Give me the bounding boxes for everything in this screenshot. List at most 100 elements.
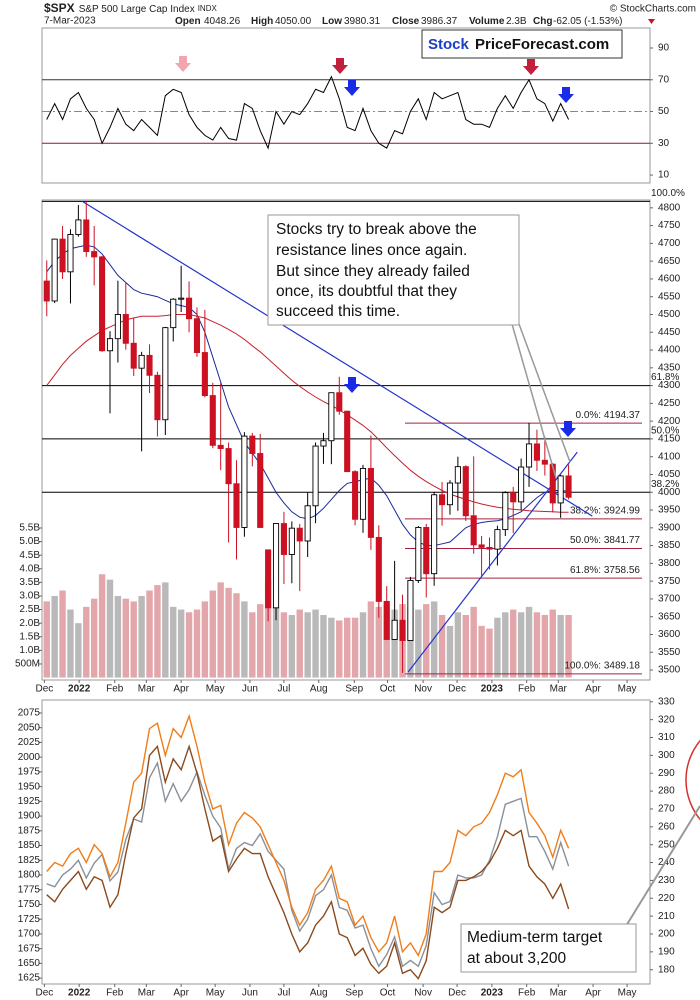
annotation-line: Stocks try to break above the: [276, 221, 477, 238]
candle-body: [217, 444, 224, 449]
y-left-tick-label: 1875: [18, 825, 41, 836]
stat-label: Close: [392, 16, 420, 27]
candle-body: [359, 467, 367, 520]
volume-bar: [470, 606, 477, 678]
candle-body: [233, 483, 240, 528]
y-tick-label: 90: [658, 43, 670, 54]
candle-body: [154, 374, 161, 421]
candle-body: [383, 600, 390, 640]
volume-bar: [249, 612, 256, 678]
series-line: [46, 744, 570, 980]
x-tick-label: Apr: [173, 684, 189, 695]
volume-bar: [557, 615, 564, 678]
y-left-tick-label: 2000: [18, 752, 41, 763]
x-tick-label: Mar: [550, 988, 568, 999]
volume-bar: [264, 579, 272, 678]
y-left-tick-label: 1650: [18, 958, 41, 969]
x-tick-label: Feb: [106, 988, 124, 999]
y-tick-label: 3800: [658, 558, 681, 569]
volume-bar: [257, 604, 264, 678]
volume-bar: [478, 625, 485, 678]
candle-body: [312, 445, 319, 507]
x-tick-label: Mar: [138, 684, 156, 695]
y-left-tick-label: 4.0B: [19, 563, 40, 574]
volume-bar: [90, 598, 98, 678]
y-tick-label: 70: [658, 74, 670, 85]
candle-body: [439, 494, 446, 506]
candle-body: [75, 219, 82, 235]
y-tick-label: 180: [658, 964, 675, 975]
x-tick-label: Dec: [448, 988, 466, 999]
volume-bar: [170, 606, 177, 678]
trendline: [82, 200, 593, 517]
fib-label: 61.8%: 3758.56: [570, 565, 640, 576]
y-tick-label: 250: [658, 839, 675, 850]
y-tick-label: 3950: [658, 505, 681, 516]
x-tick-label: Apr: [585, 684, 601, 695]
candle-body: [43, 280, 50, 302]
volume-bar: [138, 595, 145, 678]
y-left-tick-label: 1800: [18, 870, 41, 881]
y-tick-label: 10: [658, 170, 670, 181]
annotation-line: at about 3,200: [467, 950, 566, 967]
moving-average: [46, 314, 569, 513]
stat-label: Open: [175, 16, 201, 27]
y-left-tick-label: 1825: [18, 855, 41, 866]
panel-frame: [41, 199, 651, 681]
y-tick-label: 3500: [658, 665, 681, 676]
x-tick-label: Dec: [448, 684, 466, 695]
stat-value: 2.3B: [506, 16, 527, 27]
trendline: [407, 451, 578, 673]
volume-bar: [225, 587, 232, 678]
candle-body: [549, 463, 556, 504]
volume-bar: [201, 601, 209, 678]
stat-label: Chg: [533, 16, 552, 27]
volume-bar: [304, 612, 311, 678]
y-tick-label: 210: [658, 911, 675, 922]
candle-body: [336, 392, 343, 412]
candle-body: [541, 459, 548, 465]
x-tick-label: 2022: [68, 988, 91, 999]
y-tick-label: 3850: [658, 540, 681, 551]
candle-body: [304, 505, 311, 542]
rsi-panel: 10 30 50 70 90: [41, 27, 670, 184]
y-tick-label: 4100: [658, 451, 681, 462]
y-left-tick-label: 1850: [18, 840, 41, 851]
candle-body: [296, 527, 303, 542]
candle-body: [344, 410, 351, 473]
y-tick-label: 310: [658, 732, 675, 743]
candle-body: [375, 536, 382, 602]
volume-bar: [75, 623, 82, 678]
volume-bar: [510, 609, 517, 678]
annotation-line: But since they already failed: [276, 263, 470, 280]
x-tick-label: Jul: [278, 684, 291, 695]
candle-body: [510, 492, 517, 503]
volume-bar: [359, 612, 367, 678]
y-tick-label: 3700: [658, 594, 681, 605]
x-tick-label: Nov: [414, 684, 432, 695]
y-tick-label: 3650: [658, 611, 681, 622]
x-tick-label: Feb: [518, 988, 536, 999]
y-tick-label: 4450: [658, 327, 681, 338]
fib-label: 0.0%: 4194.37: [576, 410, 641, 421]
y-left-tick-label: 5.0B: [19, 536, 40, 547]
y-tick-label: 3750: [658, 576, 681, 587]
y-left-tick-label: 1.0B: [19, 645, 40, 656]
header-date: 7-Mar-2023: [44, 16, 96, 27]
volume-bar: [280, 612, 288, 678]
x-tick-label: 2023: [481, 988, 504, 999]
candle-body: [209, 395, 216, 446]
x-tick-label: Apr: [585, 988, 601, 999]
volume-bar: [517, 612, 525, 678]
volume-bar: [423, 604, 430, 678]
x-tick-label: Dec: [35, 988, 53, 999]
x-tick-label: Feb: [518, 684, 536, 695]
y-tick-label: 270: [658, 804, 675, 815]
x-tick-label: Dec: [35, 684, 53, 695]
volume-bar: [486, 628, 493, 678]
candle-body: [557, 475, 564, 504]
arrow: [332, 58, 348, 74]
y-left-tick-label: 2050: [18, 722, 41, 733]
level-label: 50.0%: [651, 426, 679, 437]
